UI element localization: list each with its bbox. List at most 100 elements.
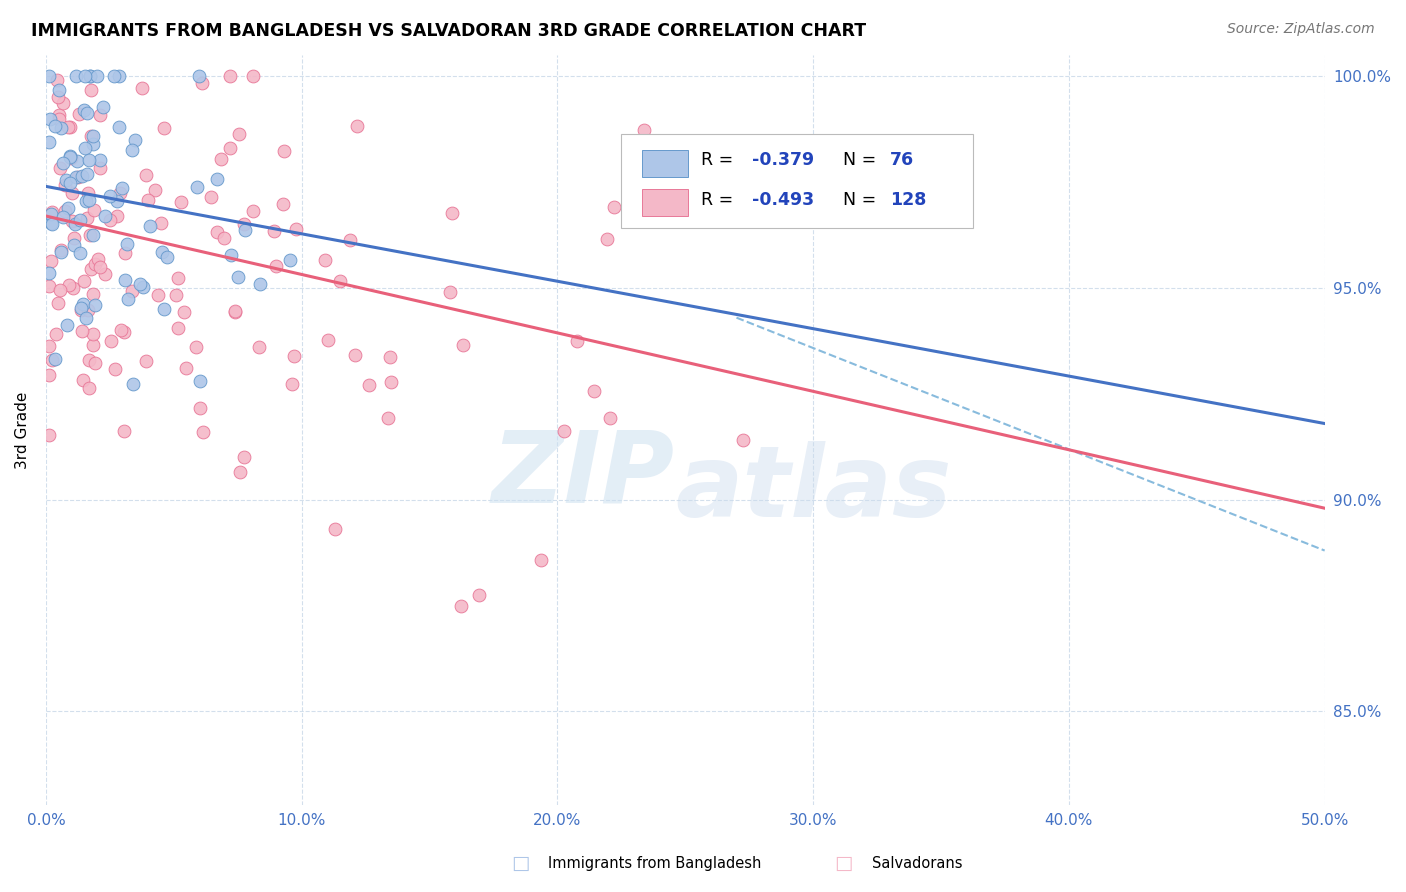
Point (77, 352, 100, 367)
Text: -0.379: -0.379 (752, 152, 814, 169)
Point (170, 195, 193, 210)
Point (77, 193, 100, 207)
Point (66, 154, 89, 169)
Point (112, 424, 135, 438)
Point (49, 244, 72, 259)
Text: -0.493: -0.493 (752, 191, 814, 209)
Point (150, 244, 173, 259)
Point (72, 373, 94, 387)
Point (228, 127, 250, 141)
Point (117, 293, 139, 307)
Point (77, 186, 100, 200)
Point (51, 121, 73, 136)
Point (70, 301, 93, 315)
Point (263, 224, 285, 238)
Point (82, 338, 104, 352)
Point (82, 128, 104, 143)
Point (114, 273, 136, 287)
Point (264, 259, 287, 273)
Point (191, 76, 214, 90)
Point (48, 112, 70, 126)
Text: R =: R = (700, 191, 738, 209)
Point (233, 217, 256, 231)
Point (39, 206, 62, 220)
Point (221, 247, 243, 261)
Text: □: □ (510, 854, 530, 873)
Point (58, 277, 80, 292)
Point (48, 108, 70, 122)
Point (583, 384, 606, 398)
Point (62, 237, 84, 252)
Point (188, 374, 211, 388)
Point (329, 274, 352, 288)
Text: Immigrants from Bangladesh: Immigrants from Bangladesh (548, 856, 762, 871)
Point (41, 253, 63, 268)
Point (110, 323, 132, 337)
Point (76, 168, 98, 182)
Point (76, 211, 98, 226)
Point (108, 186, 131, 200)
Point (152, 301, 174, 316)
Point (60, 186, 83, 200)
Point (439, 285, 461, 300)
Point (186, 179, 208, 194)
Point (38, 368, 60, 382)
Point (65, 170, 87, 185)
Point (82, 137, 104, 152)
Point (242, 204, 264, 219)
Point (565, 334, 588, 348)
Point (38, 135, 60, 149)
Point (132, 280, 155, 294)
Point (65, 70, 87, 84)
Point (56, 120, 79, 134)
Point (55, 173, 77, 187)
Point (87, 252, 110, 266)
Point (283, 349, 305, 363)
Text: 76: 76 (890, 152, 914, 169)
Point (188, 70, 211, 84)
Point (89, 153, 111, 167)
Point (89, 260, 111, 275)
Point (75, 311, 97, 326)
Point (100, 334, 122, 348)
Point (52, 96, 75, 111)
Point (219, 141, 242, 155)
Point (53, 204, 76, 219)
Point (111, 181, 134, 195)
Point (108, 120, 131, 135)
Point (139, 219, 162, 233)
Point (149, 216, 172, 230)
Point (167, 321, 190, 335)
Point (233, 223, 256, 237)
Point (59, 120, 82, 134)
Point (45, 327, 67, 342)
Point (39, 112, 62, 126)
Point (76, 106, 98, 120)
Point (131, 81, 153, 95)
Point (67, 107, 90, 121)
Point (209, 152, 232, 166)
Point (59, 149, 82, 163)
Point (77, 381, 100, 395)
Point (359, 377, 381, 392)
Point (70, 169, 93, 183)
Point (146, 288, 169, 302)
Point (89, 161, 111, 175)
Point (273, 144, 295, 158)
Text: ZIP: ZIP (492, 426, 675, 524)
Point (84, 257, 107, 271)
Y-axis label: 3rd Grade: 3rd Grade (15, 392, 30, 468)
Point (633, 123, 655, 137)
Point (733, 433, 755, 447)
Point (46, 90, 69, 104)
Point (114, 246, 136, 260)
Point (52, 156, 75, 170)
Point (107, 70, 129, 84)
Point (104, 361, 127, 376)
Point (155, 250, 177, 264)
FancyBboxPatch shape (621, 134, 973, 227)
Point (82, 326, 104, 341)
Point (344, 348, 367, 362)
Point (75, 194, 97, 208)
Point (70, 324, 93, 338)
